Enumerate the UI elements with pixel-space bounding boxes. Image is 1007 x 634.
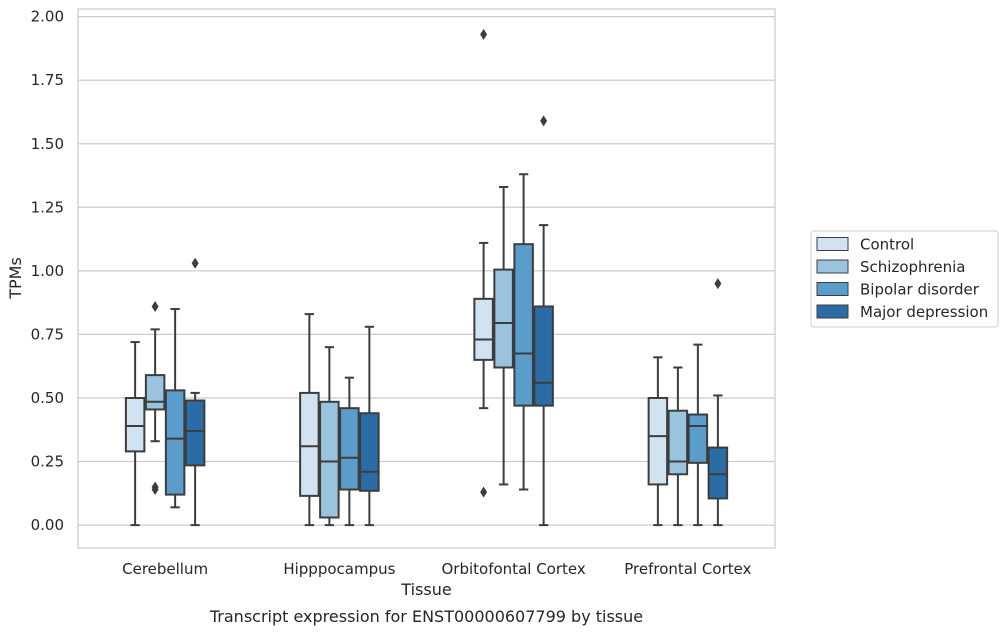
box-3-2 xyxy=(687,343,709,527)
legend-label-3: Major depression xyxy=(860,303,988,321)
box-2-1 xyxy=(493,185,514,486)
box-2-0 xyxy=(473,28,494,498)
y-tick-label: 1.75 xyxy=(31,71,64,89)
box-iqr xyxy=(647,396,669,486)
y-tick-label: 0.25 xyxy=(31,453,64,471)
plot-frame xyxy=(77,8,776,549)
y-tick-labels: 0.00 0.25 0.50 0.75 1.00 1.25 1.50 1.75 2.00 xyxy=(31,8,64,534)
box-iqr xyxy=(667,409,689,476)
x-tick-label: Cerebellum xyxy=(122,560,208,578)
box-iqr xyxy=(124,396,146,453)
x-tick-label: Orbitofontal Cortex xyxy=(442,560,586,578)
legend-label-2: Bipolar disorder xyxy=(860,281,980,299)
box-iqr xyxy=(299,391,320,497)
y-tick-label: 0.50 xyxy=(31,389,64,407)
box-0-0 xyxy=(124,341,146,527)
x-tick-labels: Cerebellum Hipppocampus Orbitofontal Corte… xyxy=(122,560,751,578)
outlier-point xyxy=(151,300,159,312)
box-3-1 xyxy=(667,366,689,527)
y-tick-label: 2.00 xyxy=(31,8,64,26)
outlier-point xyxy=(540,115,548,127)
chart-caption: Transcript expression for ENST0000060779… xyxy=(209,607,643,626)
x-tick-label: Prefrontal Cortex xyxy=(624,560,751,578)
legend-swatch-0 xyxy=(816,237,849,251)
outlier-point xyxy=(480,486,488,498)
outlier-point xyxy=(714,278,722,290)
y-tick-label: 1.00 xyxy=(31,262,64,280)
y-tick-label: 0.00 xyxy=(31,516,64,534)
box-iqr xyxy=(687,413,709,464)
box-iqr xyxy=(164,389,186,496)
y-tick-label: 1.50 xyxy=(31,135,64,153)
box-iqr xyxy=(707,446,729,500)
legend-label-1: Schizophrenia xyxy=(860,258,965,276)
box-iqr xyxy=(533,305,554,407)
legend-swatch-2 xyxy=(816,282,849,296)
box-iqr xyxy=(319,400,340,519)
legend-frame xyxy=(810,230,999,328)
box-0-3 xyxy=(184,257,206,527)
y-tick-label: 1.25 xyxy=(31,198,64,216)
box-iqr xyxy=(493,268,514,369)
box-1-3 xyxy=(359,325,380,527)
box-0-2 xyxy=(164,308,186,509)
box-3-3 xyxy=(707,278,729,527)
legend-label-0: Control xyxy=(860,236,914,254)
boxes-layer xyxy=(124,28,729,527)
box-0-1 xyxy=(144,300,166,496)
box-3-0 xyxy=(647,356,669,527)
legend: Control Schizophrenia Bipolar disorder Majo… xyxy=(810,230,999,328)
box-iqr xyxy=(513,243,534,407)
legend-swatch-3 xyxy=(816,304,849,319)
box-iqr xyxy=(473,297,494,361)
outlier-point xyxy=(191,257,199,269)
y-axis-label: TPMs xyxy=(6,257,25,300)
outlier-point xyxy=(151,484,159,496)
box-iqr xyxy=(144,374,166,411)
y-tick-label: 0.75 xyxy=(31,325,64,343)
box-iqr xyxy=(339,407,360,491)
legend-swatch-1 xyxy=(816,259,849,274)
x-axis-label: Tissue xyxy=(400,580,451,599)
box-iqr xyxy=(359,412,380,492)
outlier-point xyxy=(480,28,488,40)
box-1-0 xyxy=(299,313,320,527)
box-1-2 xyxy=(339,376,360,527)
box-2-2 xyxy=(513,173,534,491)
box-2-3 xyxy=(533,115,554,527)
box-1-1 xyxy=(319,346,340,527)
box-iqr xyxy=(184,399,206,467)
x-tick-label: Hipppocampus xyxy=(283,560,395,578)
